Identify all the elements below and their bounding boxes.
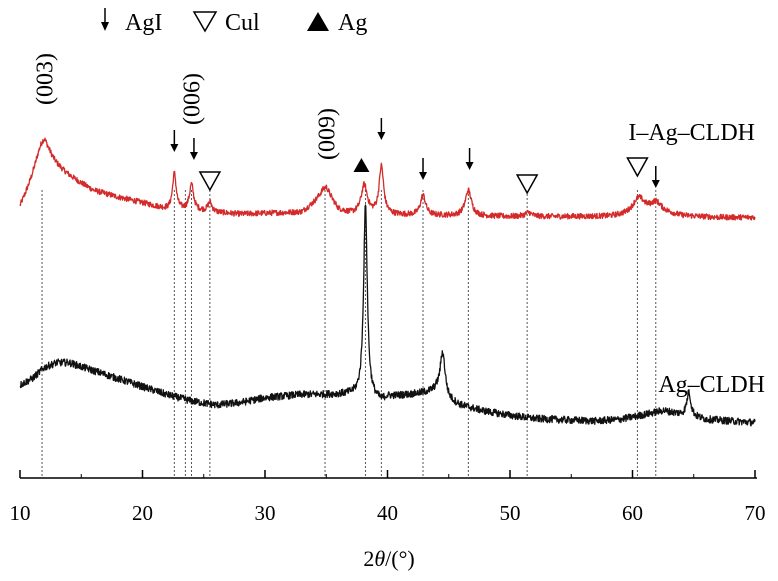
legend-down-arrow-icon <box>101 22 109 31</box>
reference-lines <box>41 190 657 478</box>
legend: AgI Cul Ag <box>101 8 367 36</box>
agi-arrow-icon <box>170 130 179 152</box>
agi-arrow-icon <box>651 166 660 188</box>
x-axis-label-prefix: 2 <box>363 546 374 571</box>
legend-label: Cul <box>225 10 260 36</box>
legend-label: Ag <box>338 10 367 36</box>
x-axis: 10 20 30 40 50 60 70 <box>10 470 766 525</box>
legend-open-down-triangle-icon <box>192 11 218 33</box>
cui-triangle-icon <box>198 171 222 192</box>
legend-label: AgI <box>125 10 162 36</box>
x-tick-label: 30 <box>255 501 276 525</box>
x-tick-label: 50 <box>500 501 521 525</box>
agi-arrow-icon <box>377 118 386 140</box>
miller-index-label: (003) <box>33 53 59 105</box>
cui-triangle-icon <box>515 174 539 195</box>
series-label-ag-cldh: Ag–CLDH <box>658 372 765 398</box>
annotation-layer: I–Ag–CLDH Ag–CLDH (003) (006) (009) <box>33 53 766 398</box>
x-tick-label: 40 <box>377 501 398 525</box>
arrow-head <box>465 162 474 170</box>
x-tick-label: 20 <box>132 501 153 525</box>
x-axis-label: 2θ/(°) <box>363 546 414 571</box>
series-layer <box>19 137 756 427</box>
cui-triangle-icon <box>626 157 649 178</box>
x-tick-label: 70 <box>745 501 766 525</box>
agi-arrow-icon <box>189 138 198 160</box>
arrow-head <box>651 180 660 188</box>
arrow-head <box>377 132 386 140</box>
legend-filled-up-triangle-icon <box>307 12 329 31</box>
x-tick-label: 60 <box>622 501 643 525</box>
miller-index-label: (006) <box>180 73 206 125</box>
series-label-i-ag-cldh: I–Ag–CLDH <box>628 120 755 146</box>
series-line-ag-cldh <box>19 204 756 427</box>
series-line-i-ag-cldh <box>19 137 756 221</box>
arrow-head <box>189 152 198 160</box>
x-tick-label: 10 <box>10 501 31 525</box>
agi-arrow-icon <box>465 148 474 170</box>
miller-index-label: (009) <box>314 108 340 160</box>
agi-arrow-icon <box>419 158 428 180</box>
arrow-head <box>419 172 428 180</box>
ag-triangle-icon <box>353 158 370 172</box>
x-axis-label-suffix: /(°) <box>385 546 415 571</box>
x-axis-label-theta: θ <box>374 546 385 571</box>
arrow-head <box>170 144 179 152</box>
